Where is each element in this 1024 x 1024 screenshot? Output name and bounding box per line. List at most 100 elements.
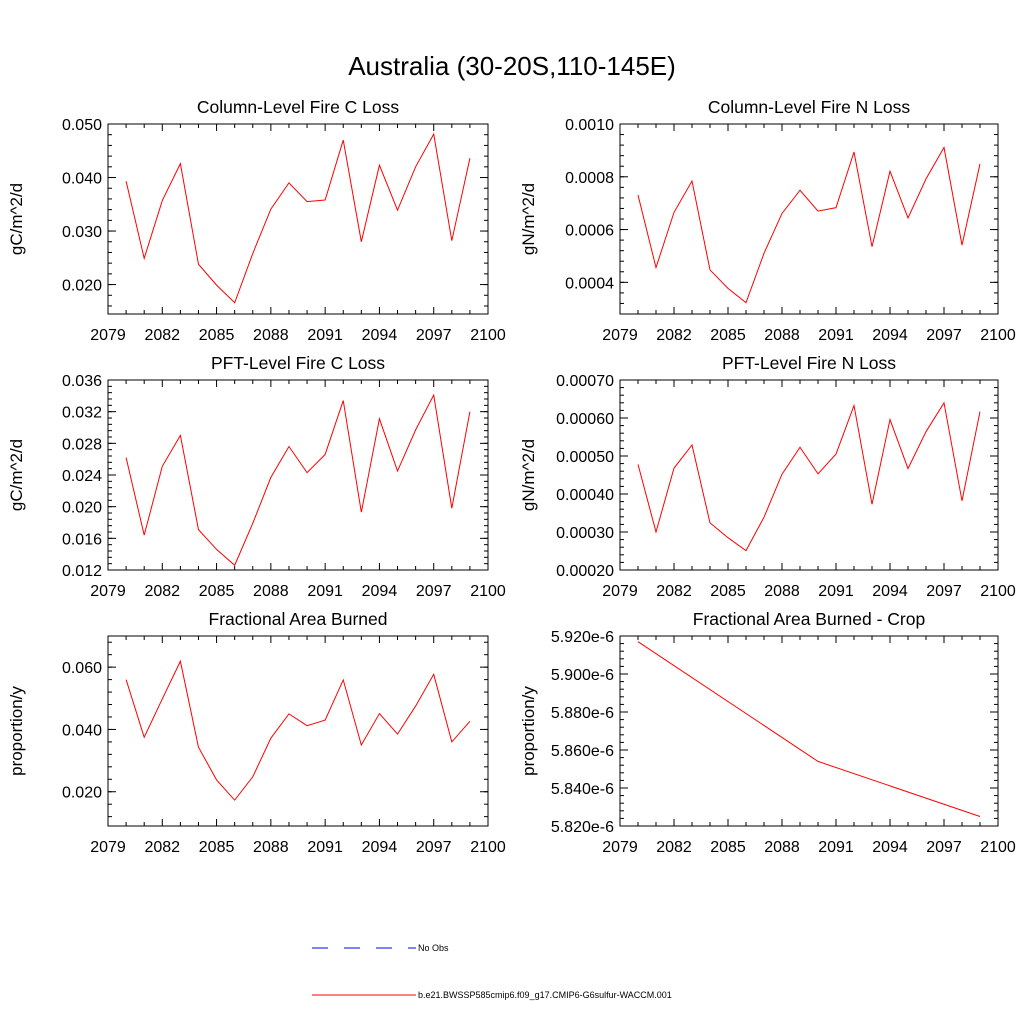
figure-title: Australia (30-20S,110-145E) [348,51,676,81]
x-tick-label: 2079 [90,583,126,600]
x-tick-label: 2088 [253,839,289,856]
y-tick-label: 0.030 [62,224,102,241]
panel-pft-c-loss: PFT-Level Fire C Loss gC/m^2/d 2079 2082 208… [7,353,506,600]
panel-area-burned: Fractional Area Burned proportion/y 2079 20… [7,609,506,856]
x-tick-label: 2079 [90,327,126,344]
x-tick-label: 2097 [926,327,962,344]
plot-frame [619,635,999,827]
plot-frame [107,123,489,315]
series-line [125,659,471,801]
x-tick-label: 2097 [926,839,962,856]
y-tick-label: 0.00050 [556,449,614,466]
y-tick-label: 0.00060 [556,411,614,428]
x-tick-label: 2082 [144,839,180,856]
x-tick-label: 2082 [144,327,180,344]
y-axis-label: gN/m^2/d [519,183,538,255]
panel-title: PFT-Level Fire N Loss [722,353,896,373]
plot-frame [107,379,489,571]
x-tick-label: 2079 [90,839,126,856]
panel-column-c-loss: Column-Level Fire C Loss gC/m^2/d 2079 2082… [7,97,506,344]
x-tick-label: 2088 [253,583,289,600]
y-tick-label: 0.020 [62,500,102,517]
y-tick-label: 0.0010 [565,117,614,134]
x-tick-label: 2088 [764,839,800,856]
y-tick-label: 0.00030 [556,525,614,542]
y-axis-label: proportion/y [7,686,26,776]
x-tick-label: 2094 [872,327,908,344]
y-axis-label: gC/m^2/d [7,183,26,255]
y-tick-label: 0.040 [62,171,102,188]
x-tick-label: 2100 [470,327,506,344]
y-axis-label: proportion/y [519,686,538,776]
x-tick-label: 2088 [764,327,800,344]
series-line [637,146,981,304]
y-tick-label: 0.00040 [556,487,614,504]
y-tick-label: 0.032 [62,405,102,422]
panel-column-n-loss: Column-Level Fire N Loss gN/m^2/d 2079 2082… [519,97,1016,344]
y-tick-label: 0.0006 [565,223,614,240]
x-tick-label: 2091 [307,583,343,600]
x-tick-label: 2097 [926,583,962,600]
y-tick-label: 5.900e-6 [551,667,614,684]
x-tick-label: 2085 [199,839,235,856]
x-tick-label: 2091 [818,583,854,600]
y-tick-label: 0.0004 [565,275,614,292]
x-tick-label: 2079 [602,839,638,856]
y-tick-label: 0.024 [62,468,102,485]
plot-frame [619,379,999,571]
x-tick-label: 2082 [656,327,692,344]
y-tick-label: 5.860e-6 [551,743,614,760]
x-tick-label: 2088 [253,327,289,344]
y-tick-label: 5.840e-6 [551,781,614,798]
y-tick-label: 0.036 [62,373,102,390]
y-tick-label: 0.00070 [556,373,614,390]
x-tick-label: 2091 [818,327,854,344]
y-tick-label: 0.050 [62,117,102,134]
x-tick-label: 2082 [656,583,692,600]
y-tick-label: 5.820e-6 [551,819,614,836]
x-tick-label: 2094 [362,583,398,600]
x-tick-label: 2097 [416,839,452,856]
x-tick-label: 2094 [872,583,908,600]
panel-area-burned-crop: Fractional Area Burned - Crop proportion/… [519,609,1016,856]
x-tick-label: 2097 [416,583,452,600]
x-tick-label: 2094 [872,839,908,856]
x-tick-label: 2085 [710,583,746,600]
x-tick-label: 2091 [307,327,343,344]
y-tick-label: 0.028 [62,436,102,453]
y-tick-label: 0.016 [62,531,102,548]
x-tick-label: 2079 [602,583,638,600]
y-tick-label: 5.920e-6 [551,629,614,646]
x-tick-label: 2097 [416,327,452,344]
x-tick-label: 2100 [470,839,506,856]
x-tick-label: 2088 [764,583,800,600]
y-axis-label: gN/m^2/d [519,439,538,511]
panel-pft-n-loss: PFT-Level Fire N Loss gN/m^2/d 2079 2082 208… [519,353,1016,600]
legend-label-model-run: b.e21.BWSSP585cmip6.f09_g17.CMIP6-G6sulf… [418,990,672,1000]
x-tick-label: 2091 [307,839,343,856]
y-tick-label: 0.020 [62,785,102,802]
y-axis-label: gC/m^2/d [7,439,26,511]
x-tick-label: 2094 [362,327,398,344]
plot-frame [107,635,489,827]
x-tick-label: 2100 [980,839,1016,856]
x-tick-label: 2085 [710,839,746,856]
panel-grid: Column-Level Fire C Loss gC/m^2/d 2079 2082… [7,97,1016,856]
x-tick-label: 2085 [199,327,235,344]
y-tick-label: 0.012 [62,563,102,580]
x-tick-label: 2085 [710,327,746,344]
x-tick-label: 2100 [980,583,1016,600]
legend-label-no-obs: No Obs [418,943,449,953]
x-tick-label: 2091 [818,839,854,856]
panel-title: PFT-Level Fire C Loss [211,353,385,373]
y-tick-label: 0.0008 [565,170,614,187]
x-tick-label: 2079 [602,327,638,344]
x-tick-label: 2082 [656,839,692,856]
legend: No Obs b.e21.BWSSP585cmip6.f09_g17.CMIP6… [312,943,672,1000]
series-line [637,641,981,817]
x-tick-label: 2085 [199,583,235,600]
series-line [125,393,471,567]
y-tick-label: 0.00020 [556,563,614,580]
panel-title: Column-Level Fire C Loss [197,97,400,117]
